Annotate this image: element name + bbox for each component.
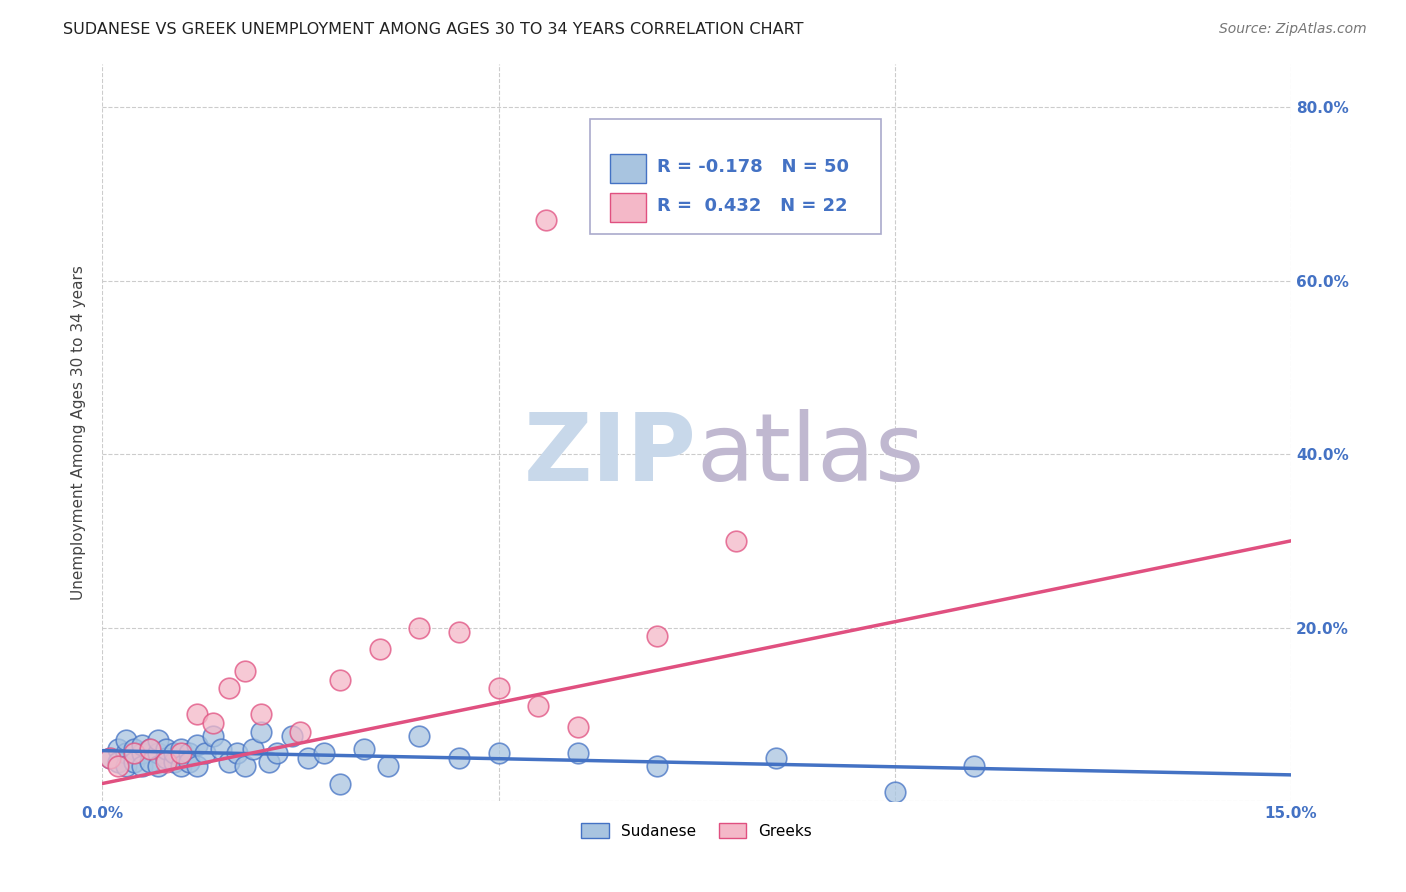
Point <box>408 729 430 743</box>
Point <box>146 746 169 760</box>
Point <box>233 759 256 773</box>
Point <box>170 746 193 760</box>
Point <box>194 746 217 760</box>
Point <box>162 755 184 769</box>
Point <box>377 759 399 773</box>
Point <box>186 759 208 773</box>
Point <box>186 738 208 752</box>
Y-axis label: Unemployment Among Ages 30 to 34 years: Unemployment Among Ages 30 to 34 years <box>72 265 86 600</box>
Point <box>202 729 225 743</box>
Point <box>567 720 589 734</box>
Point <box>527 698 550 713</box>
Point <box>107 755 129 769</box>
Point <box>567 746 589 760</box>
Point <box>115 746 138 760</box>
Point <box>170 742 193 756</box>
Text: Source: ZipAtlas.com: Source: ZipAtlas.com <box>1219 22 1367 37</box>
Point <box>765 750 787 764</box>
Point <box>115 733 138 747</box>
Point <box>218 755 240 769</box>
Text: R =  0.432   N = 22: R = 0.432 N = 22 <box>658 197 848 215</box>
Point <box>218 681 240 696</box>
Point <box>122 742 145 756</box>
Point <box>170 759 193 773</box>
Point <box>963 759 986 773</box>
Bar <box>610 193 645 222</box>
Point <box>488 746 510 760</box>
Point <box>202 715 225 730</box>
Point <box>131 759 153 773</box>
Point <box>209 742 232 756</box>
FancyBboxPatch shape <box>589 120 882 234</box>
Point <box>314 746 336 760</box>
Point <box>447 750 470 764</box>
Point <box>179 746 201 760</box>
Point <box>329 673 352 687</box>
Point <box>290 724 312 739</box>
Point <box>139 742 162 756</box>
Point <box>107 759 129 773</box>
Point <box>179 755 201 769</box>
Point <box>98 750 121 764</box>
Point <box>131 746 153 760</box>
Text: ZIP: ZIP <box>524 409 696 500</box>
Point <box>329 776 352 790</box>
Point <box>266 746 288 760</box>
Point <box>139 755 162 769</box>
Point <box>122 755 145 769</box>
Point <box>186 707 208 722</box>
Point <box>155 750 177 764</box>
Point <box>233 664 256 678</box>
Point <box>645 759 668 773</box>
Point <box>883 785 905 799</box>
Point <box>242 742 264 756</box>
Point <box>139 742 162 756</box>
Point <box>115 759 138 773</box>
Point <box>447 624 470 639</box>
Bar <box>610 154 645 184</box>
Text: atlas: atlas <box>696 409 925 500</box>
Point <box>408 620 430 634</box>
Point <box>146 759 169 773</box>
Point <box>257 755 280 769</box>
Point <box>725 533 748 548</box>
Point <box>131 738 153 752</box>
Point <box>155 755 177 769</box>
Point <box>297 750 319 764</box>
Point <box>645 629 668 643</box>
Point <box>146 733 169 747</box>
Point <box>122 746 145 760</box>
Point <box>98 750 121 764</box>
Point <box>155 742 177 756</box>
Text: SUDANESE VS GREEK UNEMPLOYMENT AMONG AGES 30 TO 34 YEARS CORRELATION CHART: SUDANESE VS GREEK UNEMPLOYMENT AMONG AGE… <box>63 22 804 37</box>
Point <box>368 642 391 657</box>
Point <box>353 742 375 756</box>
Point <box>107 742 129 756</box>
Text: R = -0.178   N = 50: R = -0.178 N = 50 <box>658 158 849 177</box>
Point <box>226 746 249 760</box>
Point <box>534 213 557 227</box>
Point <box>249 724 271 739</box>
Point <box>488 681 510 696</box>
Point <box>249 707 271 722</box>
Point <box>162 746 184 760</box>
Legend: Sudanese, Greeks: Sudanese, Greeks <box>575 816 818 845</box>
Point <box>281 729 304 743</box>
